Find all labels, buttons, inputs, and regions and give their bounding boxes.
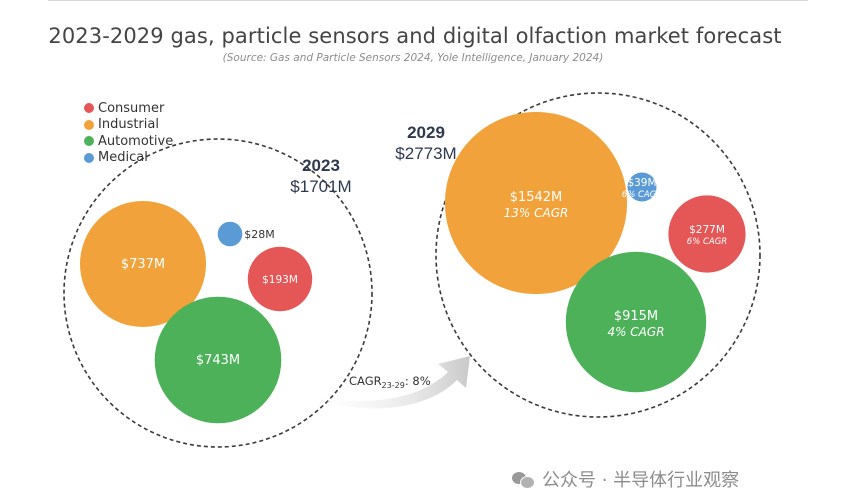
legend-dot-medical [84, 152, 94, 163]
data-label-consumer-2029: $277M [689, 224, 725, 236]
cagr-label-automotive-2029: 4% CAGR [607, 325, 664, 339]
legend-item-industrial: Industrial [84, 117, 173, 134]
cagr-label-industrial-2029: 13% CAGR [504, 206, 569, 220]
watermark: 公众号 · 半导体行业观察 [512, 466, 739, 492]
cagr-sub: 23-29 [382, 381, 405, 390]
total-market-circle-2023 [63, 138, 373, 448]
legend: Consumer Industrial Automotive Medical [84, 100, 173, 166]
legend-label: Industrial [98, 117, 159, 133]
legend-dot-automotive [84, 136, 94, 147]
data-label-medical-2029: $39M [627, 177, 656, 189]
cagr-label-medical-2029: 6% CAGR [622, 190, 663, 200]
total-label-2029: $2773M [395, 144, 456, 163]
legend-label: Consumer [98, 100, 165, 116]
total-market-circle-2029 [435, 92, 761, 418]
legend-dot-industrial [84, 119, 94, 130]
cagr-main: CAGR [349, 374, 382, 388]
data-label-automotive-2023: $743M [196, 353, 240, 368]
data-label-automotive-2029: $915M [614, 309, 658, 324]
bubble-medical-2029 [627, 172, 657, 202]
cagr-arrow-label: CAGR23-29: 8% [349, 374, 431, 390]
bubble-automotive-2023 [154, 296, 282, 424]
data-label-consumer-2023: $193M [262, 274, 298, 286]
legend-item-automotive: Automotive [84, 133, 173, 150]
watermark-text: 公众号 · 半导体行业观察 [542, 470, 740, 491]
year-label-2029: 2029 [407, 123, 445, 142]
cagr-value: : 8% [405, 374, 431, 388]
data-label-medical-2023: $28M [244, 228, 275, 241]
growth-arrow [300, 356, 470, 409]
legend-dot-consumer [84, 103, 94, 114]
data-label-industrial-2023: $737M [121, 257, 165, 272]
bubble-automotive-2029 [565, 251, 707, 393]
top-rule [48, 0, 808, 1]
bubble-consumer-2023 [247, 246, 313, 312]
legend-item-consumer: Consumer [84, 100, 173, 117]
legend-item-medical: Medical [84, 150, 173, 167]
data-label-industrial-2029: $1542M [510, 190, 563, 205]
year-label-2023: 2023 [302, 156, 340, 175]
total-label-2023: $1701M [290, 177, 351, 196]
wechat-icon [512, 470, 535, 489]
bubble-medical-2023 [217, 221, 243, 247]
cagr-label-consumer-2029: 6% CAGR [687, 237, 728, 247]
chart-title: 2023-2029 gas, particle sensors and digi… [48, 24, 782, 48]
bubble-consumer-2029 [668, 195, 746, 273]
bubble-group-2023: 2023 $1701M $737M $28M $193M $743M [63, 138, 373, 448]
bubble-industrial-2029 [444, 111, 628, 295]
bubble-industrial-2023 [80, 201, 206, 327]
legend-label: Automotive [98, 133, 174, 149]
chart-subtitle: (Source: Gas and Particle Sensors 2024, … [222, 52, 604, 64]
legend-label: Medical [98, 150, 148, 166]
